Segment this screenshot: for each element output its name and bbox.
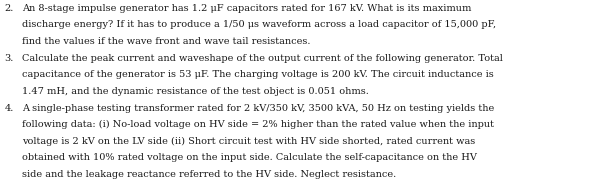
Text: find the values if the wave front and wave tail resistances.: find the values if the wave front and wa… — [22, 37, 311, 46]
Text: capacitance of the generator is 53 μF. The charging voltage is 200 kV. The circu: capacitance of the generator is 53 μF. T… — [22, 70, 494, 79]
Text: voltage is 2 kV on the LV side (ii) Short circuit test with HV side shorted, rat: voltage is 2 kV on the LV side (ii) Shor… — [22, 137, 476, 146]
Text: following data: (i) No-load voltage on HV side = 2% higher than the rated value : following data: (i) No-load voltage on H… — [22, 120, 495, 129]
Text: side and the leakage reactance referred to the HV side. Neglect resistance.: side and the leakage reactance referred … — [22, 170, 397, 179]
Text: 1.47 mH, and the dynamic resistance of the test object is 0.051 ohms.: 1.47 mH, and the dynamic resistance of t… — [22, 87, 369, 96]
Text: An 8-stage impulse generator has 1.2 μF capacitors rated for 167 kV. What is its: An 8-stage impulse generator has 1.2 μF … — [22, 4, 472, 13]
Text: Calculate the peak current and waveshape of the output current of the following : Calculate the peak current and waveshape… — [22, 54, 504, 63]
Text: 2.: 2. — [5, 4, 14, 13]
Text: 3.: 3. — [5, 54, 14, 63]
Text: 4.: 4. — [5, 104, 14, 113]
Text: A single-phase testing transformer rated for 2 kV/350 kV, 3500 kVA, 50 Hz on tes: A single-phase testing transformer rated… — [22, 104, 495, 113]
Text: obtained with 10% rated voltage on the input side. Calculate the self-capacitanc: obtained with 10% rated voltage on the i… — [22, 153, 478, 163]
Text: discharge energy? If it has to produce a 1/50 μs waveform across a load capacito: discharge energy? If it has to produce a… — [22, 20, 496, 29]
